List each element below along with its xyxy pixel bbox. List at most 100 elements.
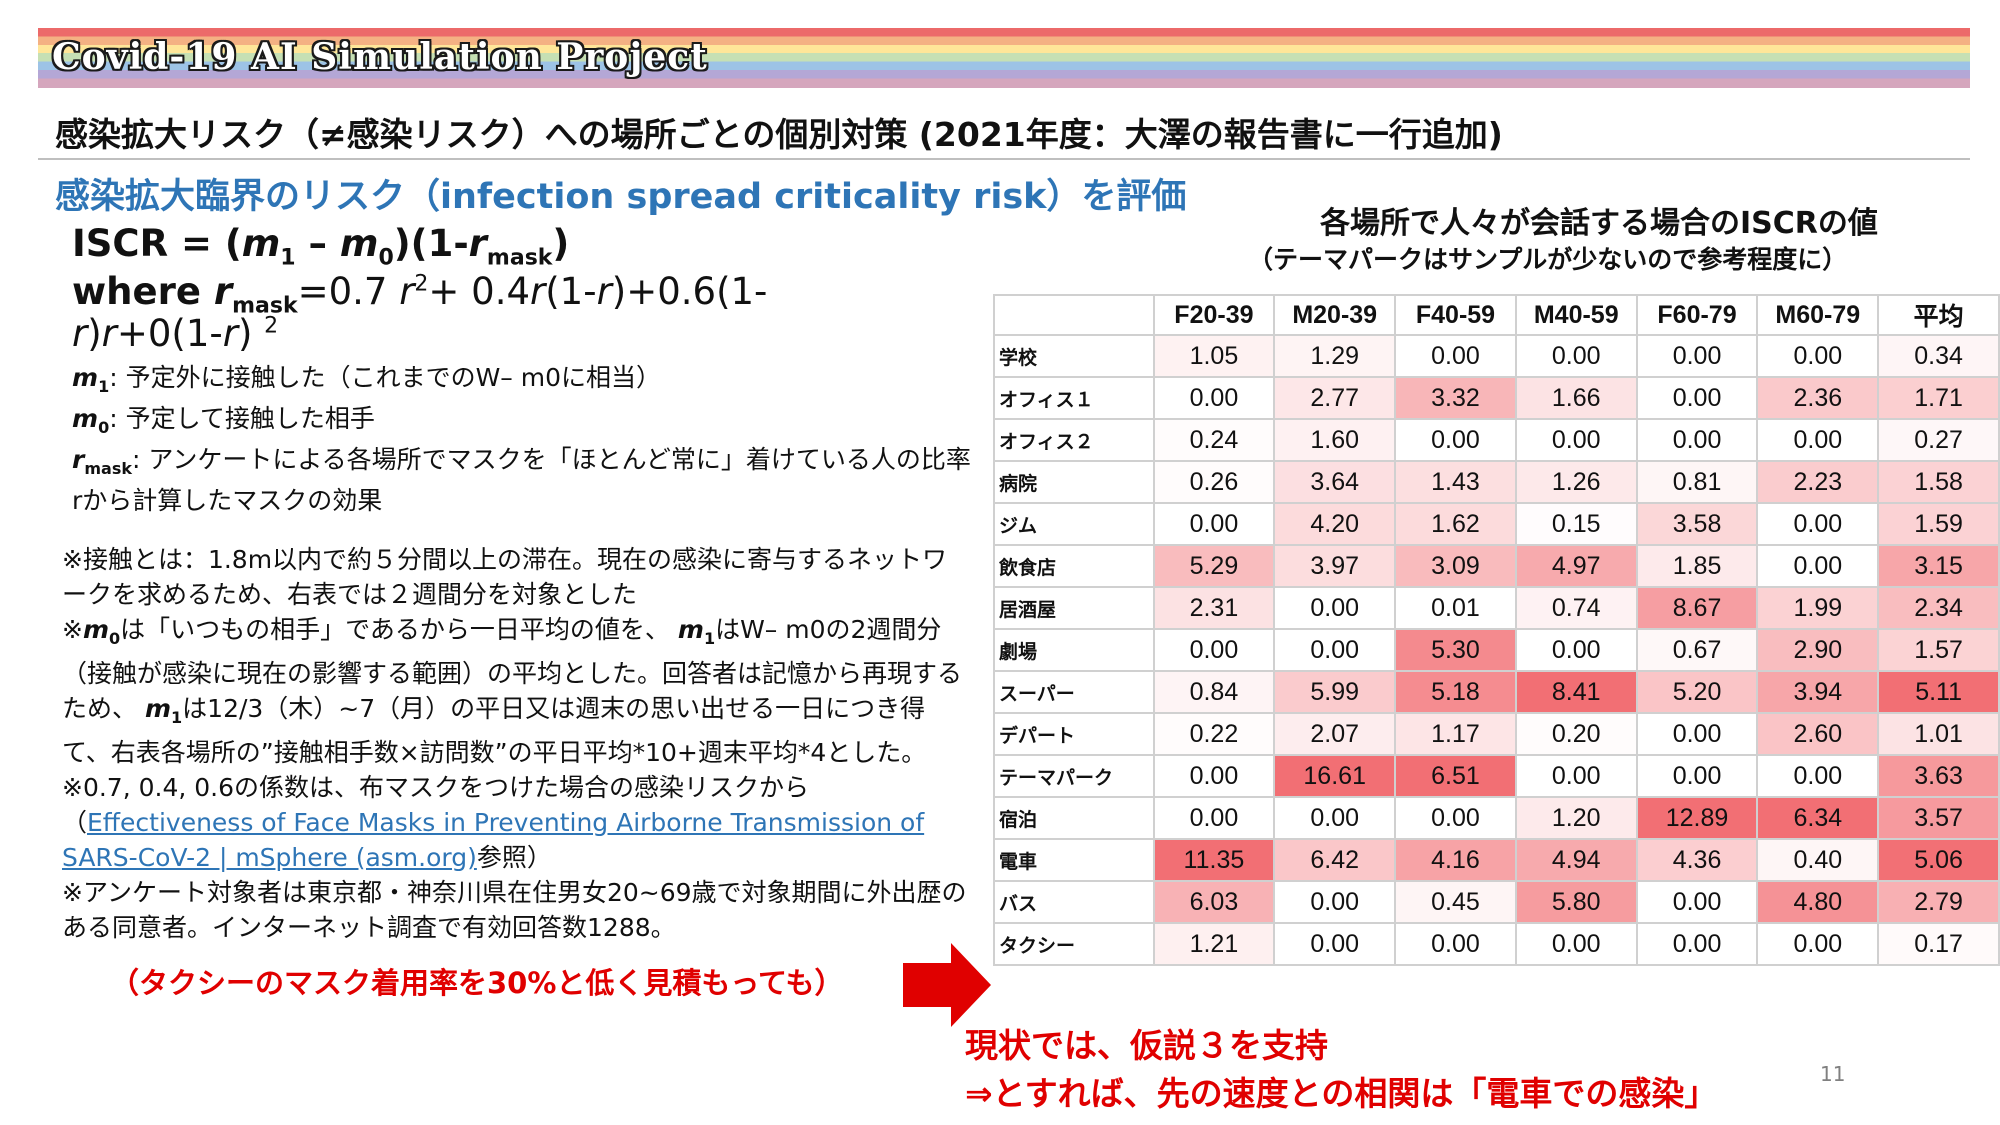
slide-subheading: 感染拡大臨界のリスク（infection spread criticality … <box>55 177 1187 217</box>
table-cell: 0.40 <box>1756 838 1880 882</box>
table-cell: 0.00 <box>1756 502 1880 546</box>
table-cell: 1.05 <box>1152 334 1276 378</box>
table-cell: 0.00 <box>1273 922 1397 966</box>
table-cell: 1.57 <box>1877 628 2000 672</box>
table-cell: 3.15 <box>1877 544 2000 588</box>
table-cell: 0.00 <box>1514 628 1638 672</box>
table-cell: 0.00 <box>1152 628 1276 672</box>
rainbow-banner <box>38 28 1970 88</box>
table-row: テーマパーク 0.00 16.61 6.51 0.00 0.00 0.00 3.63 <box>993 754 2000 798</box>
table-cell: 4.94 <box>1514 838 1638 882</box>
table-row: ジム 0.00 4.20 1.62 0.15 3.58 0.00 1.59 <box>993 502 2000 546</box>
table-cell: 0.67 <box>1635 628 1759 672</box>
note-coefficients: ※0.7, 0.4, 0.6の係数は、布マスクをつけた場合の感染リスクから（Ef… <box>62 773 925 872</box>
row-label: 劇場 <box>993 628 1155 672</box>
table-cell: 2.77 <box>1273 376 1397 420</box>
table-cell: 5.20 <box>1635 670 1759 714</box>
row-label: 飲食店 <box>993 544 1155 588</box>
table-cell: 0.81 <box>1635 460 1759 504</box>
column-header: F40-59 <box>1394 294 1517 336</box>
table-cell: 0.00 <box>1635 754 1759 798</box>
table-cell: 1.20 <box>1514 796 1638 840</box>
table-cell: 1.43 <box>1394 460 1517 504</box>
conclusion: 現状では、仮説３を支持 ⇒とすれば、先の速度との相関は「電車での感染」 <box>965 1022 1717 1118</box>
formula-line-3: r)r+0(1-r) 2 <box>72 312 279 355</box>
table-cell: 0.00 <box>1273 796 1397 840</box>
table-cell: 0.00 <box>1756 418 1880 462</box>
row-label: 病院 <box>993 460 1155 504</box>
table-cell: 0.00 <box>1756 922 1880 966</box>
conclusion-line-1: 現状では、仮説３を支持 <box>965 1026 1328 1065</box>
project-title: Covid-19 AI Simulation Project <box>52 36 708 78</box>
table-cell: 3.32 <box>1394 376 1517 420</box>
table-cell: 1.99 <box>1756 586 1880 630</box>
table-cell: 0.74 <box>1514 586 1638 630</box>
table-cell: 1.71 <box>1877 376 2000 420</box>
row-label: スーパー <box>993 670 1155 714</box>
table-cell: 4.80 <box>1756 880 1880 924</box>
column-header: F20-39 <box>1152 294 1276 336</box>
table-cell: 0.00 <box>1635 376 1759 420</box>
table-cell: 2.60 <box>1756 712 1880 756</box>
table-subtitle: （テーマパークはサンプルが少ないので参考程度に） <box>1248 245 1848 274</box>
reference-link[interactable]: Effectiveness of Face Masks in Preventin… <box>62 808 925 872</box>
table-cell: 5.80 <box>1514 880 1638 924</box>
table-cell: 0.00 <box>1635 922 1759 966</box>
table-cell: 0.00 <box>1273 586 1397 630</box>
table-row: オフィス２ 0.24 1.60 0.00 0.00 0.00 0.00 0.27 <box>993 418 2000 462</box>
table-row: スーパー 0.84 5.99 5.18 8.41 5.20 3.94 5.11 <box>993 670 2000 714</box>
row-label: 居酒屋 <box>993 586 1155 630</box>
row-label: バス <box>993 880 1155 924</box>
table-cell: 6.42 <box>1273 838 1397 882</box>
table-cell: 1.29 <box>1273 334 1397 378</box>
table-cell: 1.66 <box>1514 376 1638 420</box>
table-row: 電車 11.35 6.42 4.16 4.94 4.36 0.40 5.06 <box>993 838 2000 882</box>
definitions: m1: 予定外に接触した（これまでのW– m0に相当） m0: 予定して接触した… <box>72 362 972 517</box>
table-cell: 3.09 <box>1394 544 1517 588</box>
table-cell: 0.00 <box>1394 922 1517 966</box>
table-cell: 0.84 <box>1152 670 1276 714</box>
table-cell: 1.59 <box>1877 502 2000 546</box>
divider <box>38 158 1970 160</box>
table-cell: 12.89 <box>1635 796 1759 840</box>
table-cell: 3.94 <box>1756 670 1880 714</box>
table-cell: 0.00 <box>1273 880 1397 924</box>
table-cell: 0.00 <box>1394 418 1517 462</box>
table-cell: 4.20 <box>1273 502 1397 546</box>
table-cell: 2.36 <box>1756 376 1880 420</box>
table-row: 居酒屋 2.31 0.00 0.01 0.74 8.67 1.99 2.34 <box>993 586 2000 630</box>
table-cell: 2.07 <box>1273 712 1397 756</box>
table-cell: 5.99 <box>1273 670 1397 714</box>
table-cell: 3.63 <box>1877 754 2000 798</box>
table-cell: 0.01 <box>1394 586 1517 630</box>
def-m0: m0: 予定して接触した相手 <box>72 404 375 437</box>
table-cell: 3.97 <box>1273 544 1397 588</box>
table-cell: 1.26 <box>1514 460 1638 504</box>
note-m0-m1: ※m0は「いつもの相手」であるから一日平均の値を、 m1はW– m0の2週間分（… <box>62 615 963 767</box>
column-header: M60-79 <box>1756 294 1880 336</box>
table-cell: 0.27 <box>1877 418 2000 462</box>
row-label: テーマパーク <box>993 754 1155 798</box>
table-cell: 0.00 <box>1514 754 1638 798</box>
table-row: 飲食店 5.29 3.97 3.09 4.97 1.85 0.00 3.15 <box>993 544 2000 588</box>
table-cell: 0.00 <box>1635 880 1759 924</box>
table-cell: 0.24 <box>1152 418 1276 462</box>
table-cell: 3.58 <box>1635 502 1759 546</box>
row-label: 電車 <box>993 838 1155 882</box>
column-header: M40-59 <box>1514 294 1638 336</box>
table-cell: 0.00 <box>1756 544 1880 588</box>
table-cell: 1.21 <box>1152 922 1276 966</box>
row-label: 学校 <box>993 334 1155 378</box>
row-label: オフィス１ <box>993 376 1155 420</box>
table-row: バス 6.03 0.00 0.45 5.80 0.00 4.80 2.79 <box>993 880 2000 924</box>
table-cell: 0.00 <box>1273 628 1397 672</box>
table-cell: 5.06 <box>1877 838 2000 882</box>
table-cell: 8.67 <box>1635 586 1759 630</box>
table-cell: 0.00 <box>1514 922 1638 966</box>
row-label: 宿泊 <box>993 796 1155 840</box>
column-header: 平均 <box>1877 294 2000 336</box>
table-cell: 0.00 <box>1152 502 1276 546</box>
note-survey: ※アンケート対象者は東京都・神奈川県在住男女20~69歳で対象期間に外出歴のある… <box>62 878 967 942</box>
table-cell: 5.18 <box>1394 670 1517 714</box>
table-cell: 3.57 <box>1877 796 2000 840</box>
